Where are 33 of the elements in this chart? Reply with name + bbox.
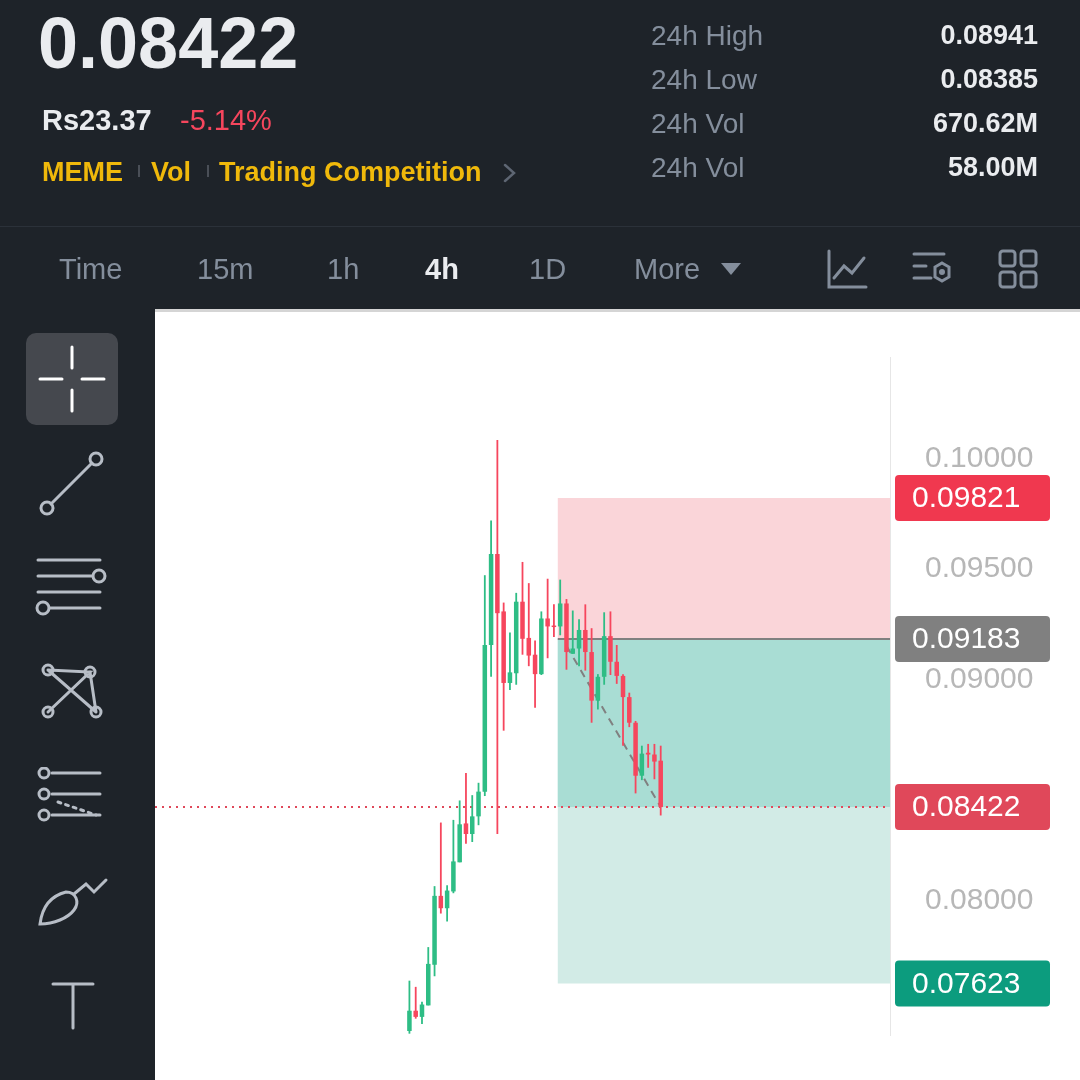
y-tick-label: 0.08000 bbox=[925, 881, 1034, 915]
candlestick bbox=[645, 743, 651, 768]
text: 24h Vol bbox=[651, 108, 745, 140]
y-tick-label: 0.10000 bbox=[925, 439, 1034, 473]
candlestick bbox=[413, 986, 418, 1019]
text: 1h bbox=[327, 253, 360, 286]
band-label: 0.09821 bbox=[912, 480, 1021, 514]
y-tick-label: 0.09500 bbox=[925, 550, 1034, 584]
band-label: 0.07623 bbox=[912, 965, 1021, 999]
text: MEME bbox=[42, 157, 123, 188]
text: More bbox=[634, 253, 701, 286]
text: 15m bbox=[197, 253, 254, 286]
chart-title: 0.08422 bbox=[38, 2, 299, 84]
text: 58.00M bbox=[947, 152, 1038, 183]
text: Rs23.37 bbox=[42, 104, 152, 137]
text: 24h High bbox=[651, 20, 764, 52]
text: 1D bbox=[529, 253, 567, 286]
text: Time bbox=[59, 253, 123, 286]
text: 670.62M bbox=[932, 108, 1038, 139]
ref-line-label: 0.08422 bbox=[912, 789, 1021, 823]
text: 4h bbox=[425, 253, 459, 286]
text: Vol bbox=[151, 157, 191, 188]
ref-line-label: 0.09183 bbox=[912, 621, 1021, 655]
text: 24h Vol bbox=[651, 152, 745, 184]
y-tick-label: 0.09000 bbox=[925, 660, 1034, 694]
candlestick bbox=[463, 773, 469, 844]
text: 24h Low bbox=[651, 64, 757, 96]
text: 0.08385 bbox=[940, 64, 1038, 95]
text: 0.08941 bbox=[940, 20, 1038, 51]
candlestick bbox=[570, 610, 576, 654]
text: Trading Competition bbox=[219, 157, 482, 188]
candlestick bbox=[545, 578, 550, 659]
text: -5.14% bbox=[180, 104, 272, 137]
